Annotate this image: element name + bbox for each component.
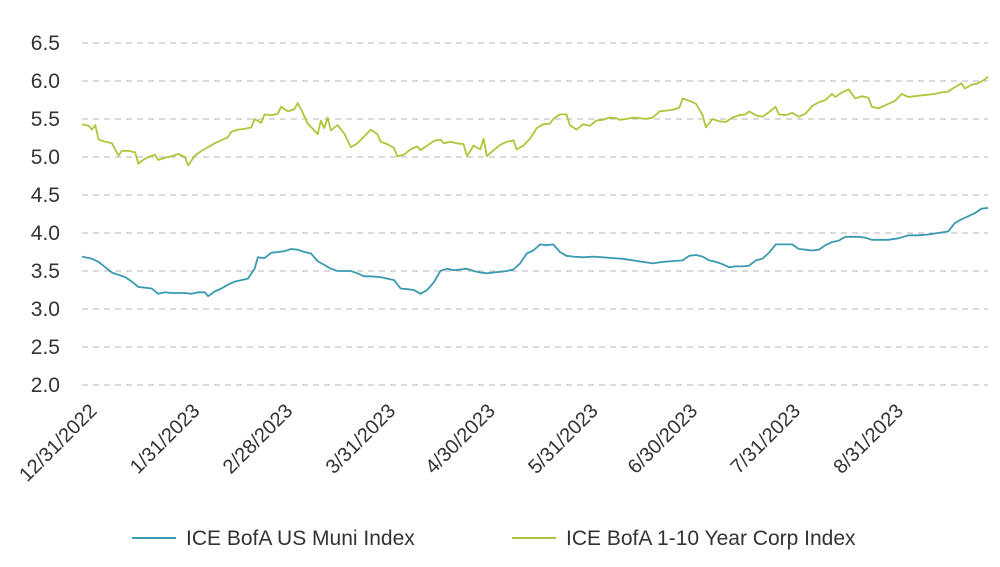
- y-tick-label: 6.0: [31, 70, 60, 93]
- y-tick-label: 4.5: [31, 184, 60, 207]
- y-tick-label: 6.5: [31, 32, 60, 55]
- series-lines: [81, 75, 989, 297]
- x-tick-label: 1/31/2023: [126, 400, 204, 478]
- x-tick-label: 6/30/2023: [624, 400, 702, 478]
- legend: ICE BofA US Muni Index ICE BofA 1-10 Year…: [132, 527, 856, 550]
- y-tick-label: 4.0: [31, 222, 60, 245]
- gridlines: [82, 42, 988, 386]
- x-tick-label: 2/28/2023: [219, 400, 297, 478]
- x-tick-label: 3/31/2023: [322, 400, 400, 478]
- legend-label-1: ICE BofA US Muni Index: [186, 527, 415, 550]
- y-tick-label: 3.5: [31, 260, 60, 283]
- series-line-1: [81, 207, 989, 297]
- y-tick-label: 5.0: [31, 146, 60, 169]
- x-tick-label: 8/31/2023: [829, 400, 907, 478]
- series-line-2: [81, 75, 989, 167]
- x-axis-ticks: 12/31/2022 1/31/2023 2/28/2023 3/31/2023 4/3…: [15, 400, 908, 486]
- y-tick-label: 5.5: [31, 108, 60, 131]
- x-tick-label: 7/31/2023: [727, 400, 805, 478]
- x-tick-label: 5/31/2023: [524, 400, 602, 478]
- y-tick-label: 2.5: [31, 336, 60, 359]
- legend-label-2: ICE BofA 1-10 Year Corp Index: [566, 527, 856, 550]
- x-tick-label: 12/31/2022: [15, 400, 101, 486]
- y-tick-label: 3.0: [31, 298, 60, 321]
- y-axis-ticks: 2.0 2.5 3.0 3.5 4.0 4.5 5.0 5.5 6.0 6.5: [31, 32, 60, 397]
- x-tick-label: 4/30/2023: [421, 400, 499, 478]
- y-tick-label: 2.0: [31, 374, 60, 397]
